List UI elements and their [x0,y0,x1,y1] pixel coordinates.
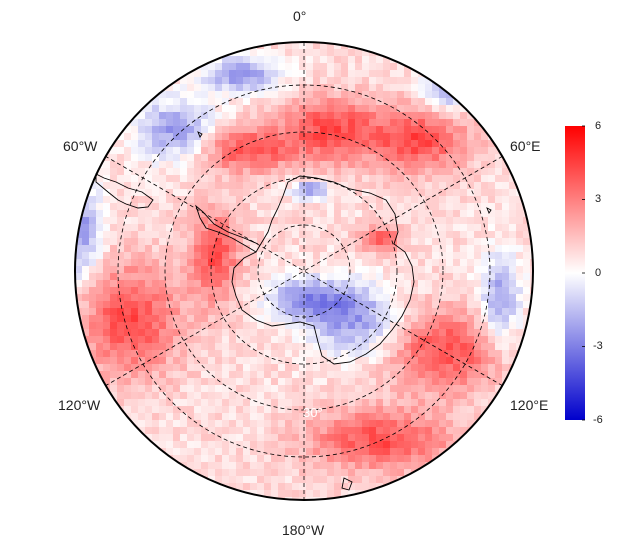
lon-label-120w: 120°W [58,397,101,413]
coastlines [95,131,492,491]
colorbar [565,125,585,421]
lon-label-120e: 120°E [510,397,549,413]
antarctic-peninsula-coastline [195,204,259,253]
antarctica-coastline [231,175,415,365]
lon-label-180w: 180°W [282,522,325,538]
colorbar-tick-label: 0 [595,267,602,279]
colorbar-gradient [565,126,585,420]
south-georgia-coastline [197,131,203,138]
colorbar-tick-label: -6 [593,414,603,426]
anomaly-field [75,42,533,500]
kerguelen-coastline [486,207,492,214]
lon-label-60w: 60°W [63,138,98,154]
lon-label-60e: 60°E [510,138,541,154]
map-boundary [74,41,534,501]
colorbar-tick-label: 3 [595,193,602,205]
lon-label-0: 0° [293,8,307,24]
south-america-coastline [95,173,154,209]
lat-label-30: 30° [303,405,323,420]
graticule [104,42,504,500]
colorbar-tick-label: 6 [595,120,602,132]
new-zealand-coastline [341,477,353,491]
colorbar-tick-label: -3 [593,340,603,352]
